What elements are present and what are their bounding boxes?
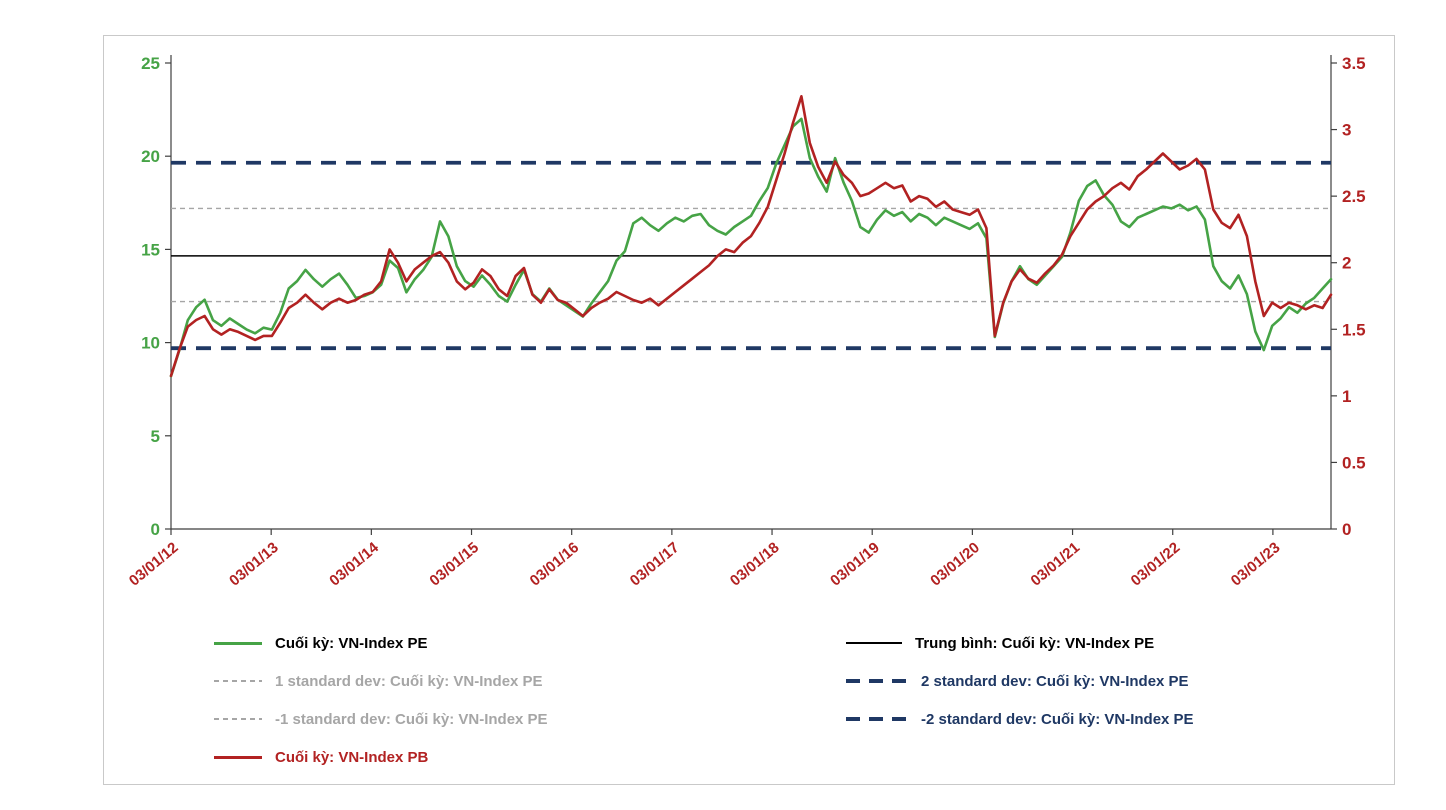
left-tick-label: 10: [141, 334, 160, 353]
right-tick-label: 2: [1342, 254, 1351, 273]
legend-item-mean: Trung bình: Cuối kỳ: VN-Index PE: [846, 633, 1154, 653]
x-tick-label: 03/01/17: [627, 539, 683, 590]
x-tick-label: 03/01/12: [126, 539, 182, 590]
pb-series-line: [169, 95, 1333, 378]
legend-item-minus1sd: -1 standard dev: Cuối kỳ: VN-Index PE: [214, 709, 548, 729]
legend-item-plus1sd: 1 standard dev: Cuối kỳ: VN-Index PE: [214, 671, 543, 691]
x-tick-label: 03/01/16: [527, 539, 583, 590]
legend-line-plus1sd-icon: [214, 680, 262, 682]
legend-line-minus1sd-icon: [214, 718, 262, 720]
right-tick-label: 1.5: [1342, 320, 1366, 339]
x-tick-label: 03/01/21: [1027, 539, 1083, 590]
x-tick-label: 03/01/15: [426, 539, 482, 590]
legend-label-plus1sd: 1 standard dev: Cuối kỳ: VN-Index PE: [275, 672, 543, 690]
left-tick-label: 25: [141, 54, 160, 73]
x-tick-label: 03/01/20: [927, 539, 983, 590]
x-tick-label: 03/01/13: [226, 539, 282, 590]
legend-label-minus2sd: -2 standard dev: Cuối kỳ: VN-Index PE: [921, 710, 1194, 728]
vn-index-pe-pb-chart: 0 5 10 15 20 25 0 0.5 1 1.5 2 2.5 3 3.5 03/01/12 03/01/…: [126, 54, 1366, 590]
x-tick-label: 03/01/22: [1128, 539, 1184, 590]
legend-line-plus2sd-icon: [846, 679, 908, 683]
x-tick-label: 03/01/23: [1228, 539, 1284, 590]
right-tick-label: 0.5: [1342, 453, 1366, 472]
legend-line-mean-icon: [846, 642, 902, 644]
legend-label-minus1sd: -1 standard dev: Cuối kỳ: VN-Index PE: [275, 710, 548, 728]
left-tick-label: 0: [151, 520, 160, 539]
legend-item-pb: Cuối kỳ: VN-Index PB: [214, 747, 428, 767]
legend-label-pb: Cuối kỳ: VN-Index PB: [275, 748, 429, 766]
left-tick-label: 15: [141, 240, 160, 259]
legend-line-pe-icon: [214, 641, 262, 645]
x-tick-label: 03/01/14: [326, 539, 382, 590]
chart-frame: 0 5 10 15 20 25 0 0.5 1 1.5 2 2.5 3 3.5 03/01/12 03/01/…: [103, 35, 1395, 785]
x-tick-label: 03/01/19: [827, 539, 883, 590]
legend-item-plus2sd: 2 standard dev: Cuối kỳ: VN-Index PE: [846, 671, 1189, 691]
right-tick-label: 1: [1342, 387, 1351, 406]
legend-label-plus2sd: 2 standard dev: Cuối kỳ: VN-Index PE: [921, 672, 1189, 690]
left-tick-label: 20: [141, 147, 160, 166]
left-tick-label: 5: [151, 427, 160, 446]
right-tick-label: 0: [1342, 520, 1351, 539]
legend-line-minus2sd-icon: [846, 717, 908, 721]
x-tick-label: 03/01/18: [727, 539, 783, 590]
legend-item-pe: Cuối kỳ: VN-Index PE: [214, 633, 428, 653]
right-tick-label: 3: [1342, 121, 1351, 140]
legend-item-minus2sd: -2 standard dev: Cuối kỳ: VN-Index PE: [846, 709, 1194, 729]
right-tick-label: 3.5: [1342, 54, 1366, 73]
legend-label-mean: Trung bình: Cuối kỳ: VN-Index PE: [915, 634, 1155, 652]
legend-line-pb-icon: [214, 755, 262, 759]
right-tick-label: 2.5: [1342, 187, 1366, 206]
legend-label-pe: Cuối kỳ: VN-Index PE: [275, 634, 428, 652]
